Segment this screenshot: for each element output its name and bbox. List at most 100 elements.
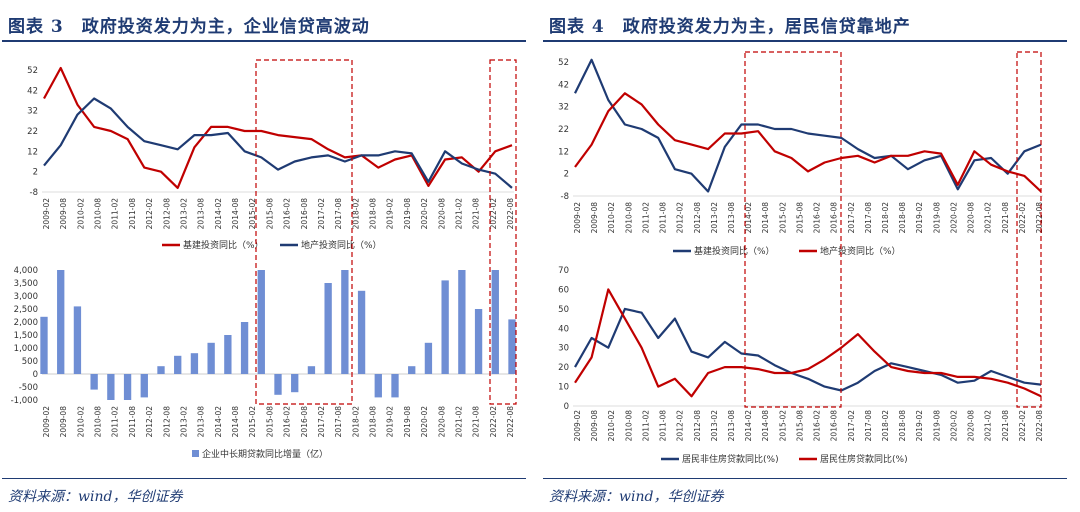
y-tick-label: 50: [558, 305, 569, 315]
x-tick-label: 2017-08: [864, 202, 873, 234]
bar: [190, 353, 199, 374]
y-tick-label: 32: [27, 107, 38, 117]
y-tick-label: 40: [558, 324, 569, 334]
y-tick-label: 30: [558, 344, 569, 354]
x-tick-label: 2013-02: [179, 198, 188, 230]
y-tick-label: -1,000: [11, 396, 38, 406]
x-tick-label: 2020-02: [420, 198, 429, 230]
y-tick-label: -500: [19, 383, 38, 393]
figure-4-top-rule: [543, 40, 1067, 42]
x-tick-label: 2017-02: [317, 406, 326, 438]
bar: [374, 374, 382, 398]
x-tick-label: 2012-08: [162, 198, 171, 230]
y-tick-label: 10: [558, 383, 569, 393]
x-tick-label: 2020-02: [949, 202, 958, 234]
bar: [408, 366, 416, 374]
x-tick-label: 2009-02: [42, 198, 51, 230]
y-tick-label: 0: [33, 370, 38, 380]
x-tick-label: 2012-08: [693, 202, 702, 234]
x-tick-label: 2019-08: [932, 410, 941, 442]
y-tick-label: 70: [558, 266, 569, 276]
legend-label-realestate: 地产投资同比（%）: [820, 245, 901, 257]
x-tick-label: 2016-08: [300, 406, 309, 438]
y-tick-label: 0: [564, 402, 569, 412]
y-tick-label: 32: [558, 103, 569, 113]
x-tick-label: 2009-08: [59, 406, 68, 438]
x-tick-label: 2012-08: [162, 406, 171, 438]
fig4-bottom-chart: 70 60 50 40 30 20 10 0 2009-02 2009-08 2010-02 2010…: [558, 266, 1044, 441]
x-tick-label: 2017-02: [847, 410, 856, 442]
x-tick-label: 2020-08: [437, 198, 446, 230]
x-tick-label: 2020-08: [967, 410, 976, 442]
x-tick-label: 2012-02: [676, 410, 685, 442]
x-tick-label: 2009-02: [42, 406, 51, 438]
x-tick-label: 2022-08: [506, 406, 515, 438]
x-tick-label: 2016-02: [283, 406, 292, 438]
bar: [424, 342, 433, 374]
x-tick-label: 2011-08: [659, 410, 668, 442]
x-tick-label: 2019-08: [403, 406, 412, 438]
x-tick-label: 2015-02: [778, 202, 787, 234]
figure-3-source: 资料来源：wind，华创证券: [8, 489, 183, 505]
x-tick-label: 2018-02: [351, 406, 360, 438]
x-tick-label: 2014-02: [744, 410, 753, 442]
fig3-bottom-legend: 企业中长期贷款同比增量（亿）: [192, 448, 328, 460]
bar: [257, 270, 265, 374]
x-tick-label: 2010-02: [607, 202, 616, 234]
y-tick-label: 60: [558, 285, 569, 295]
fig3-top-legend: 基建投资同比（%） 地产投资同比（%）: [162, 239, 382, 251]
x-tick-label: 2019-02: [915, 202, 924, 234]
x-tick-label: 2021-02: [984, 202, 993, 234]
x-tick-label: 2015-02: [778, 410, 787, 442]
x-tick-label: 2012-02: [145, 198, 154, 230]
bar: [73, 306, 82, 374]
x-tick-label: 2022-08: [1035, 410, 1044, 442]
x-tick-label: 2015-08: [265, 198, 274, 230]
y-tick-label: 2: [33, 168, 38, 178]
y-tick-label: 12: [558, 147, 569, 157]
x-tick-label: 2013-08: [197, 406, 206, 438]
highlight-box-2015-2017: [255, 59, 353, 405]
x-tick-label: 2016-02: [283, 198, 292, 230]
y-tick-label: 2,500: [14, 305, 38, 315]
highlight-box-2022: [489, 59, 517, 405]
legend-label-realestate: 地产投资同比（%）: [301, 239, 382, 251]
bar: [474, 309, 483, 374]
y-tick-label: 52: [558, 58, 569, 68]
figure-3-title: 图表 3 政府投资发力为主，企业信贷高波动: [8, 17, 370, 37]
x-tick-label: 2009-02: [573, 202, 582, 234]
y-tick-label: 3,000: [14, 292, 38, 302]
fig4-top-legend: 基建投资同比（%） 地产投资同比（%）: [673, 245, 901, 257]
bar: [491, 270, 499, 374]
x-tick-label: 2017-02: [317, 198, 326, 230]
x-tick-label: 2011-08: [659, 202, 668, 234]
x-tick-label: 2011-08: [128, 406, 137, 438]
series-line-1: [574, 92, 1042, 193]
x-tick-label: 2010-02: [76, 406, 85, 438]
y-tick-label: -8: [30, 188, 38, 198]
y-tick-label: 500: [22, 357, 38, 367]
bar: [57, 270, 65, 374]
legend-label-infra: 基建投资同比（%）: [694, 245, 775, 257]
x-tick-label: 2022-02: [1018, 410, 1027, 442]
y-tick-label: 3,500: [14, 279, 38, 289]
y-tick-label: 22: [558, 125, 569, 135]
figure-3-panel: 图表 3 政府投资发力为主，企业信贷高波动 52 42 32 22 12 2 -8 2009-…: [2, 0, 534, 512]
x-tick-label: 2009-08: [590, 410, 599, 442]
legend-label-nonhousing: 居民非住房贷款同比(%): [682, 453, 779, 465]
x-tick-label: 2018-08: [898, 202, 907, 234]
x-tick-label: 2015-08: [795, 410, 804, 442]
y-tick-label: 22: [27, 127, 38, 137]
x-tick-label: 2013-02: [710, 410, 719, 442]
figure-4-charts: 52 42 32 22 12 2 -8 2009-02 2009-08 2010-02 2010-0…: [558, 51, 1044, 465]
x-tick-label: 2013-08: [197, 198, 206, 230]
legend-label-infra: 基建投资同比（%）: [183, 239, 264, 251]
x-tick-label: 2009-08: [59, 198, 68, 230]
x-tick-label: 2015-08: [265, 406, 274, 438]
legend-label-housing: 居民住房贷款同比(%): [820, 453, 908, 465]
x-tick-label: 2015-02: [248, 406, 257, 438]
series-line-0: [574, 58, 1042, 193]
bar: [341, 270, 349, 374]
bar: [324, 283, 332, 374]
x-tick-label: 2010-02: [76, 198, 85, 230]
